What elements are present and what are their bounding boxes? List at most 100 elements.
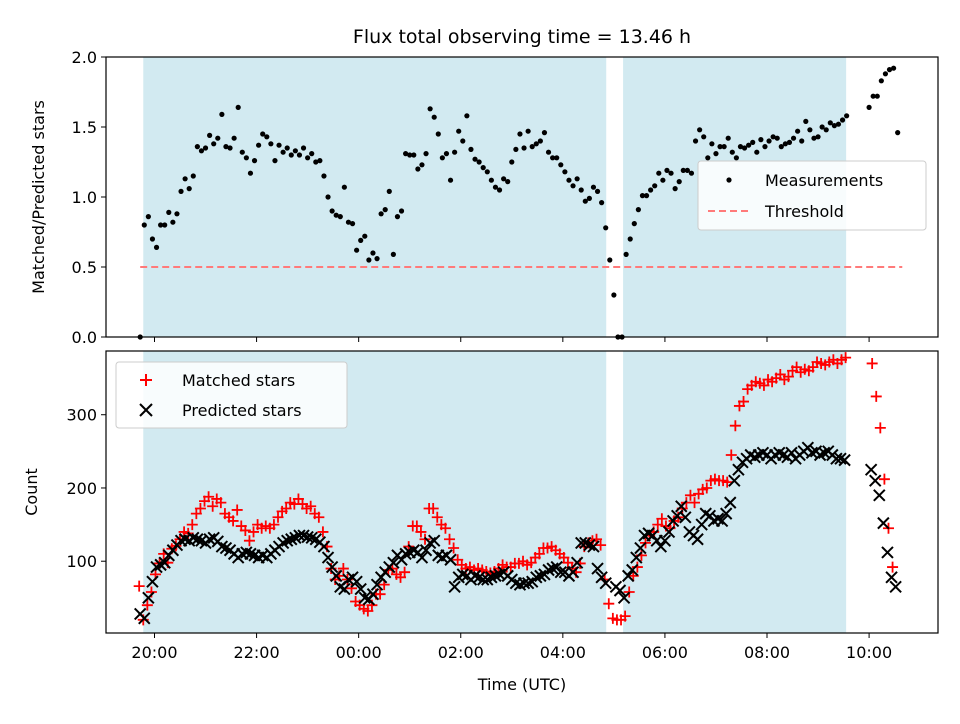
measurement-point [260, 131, 266, 137]
measurement-point [603, 225, 609, 231]
measurement-point [570, 183, 576, 189]
matched-star-point [701, 482, 713, 494]
measurement-point [280, 149, 286, 155]
measurement-point [643, 193, 650, 199]
predicted-star-point [485, 571, 498, 584]
measurement-point [758, 137, 764, 143]
measurement-point [411, 152, 417, 158]
measurement-point [509, 159, 515, 165]
measurement-point [158, 222, 164, 228]
measurement-point [590, 184, 597, 190]
legend-matched-label: Matched stars [182, 371, 295, 390]
measurement-point [517, 131, 523, 137]
legend-predicted-label: Predicted stars [182, 401, 302, 420]
matched-star-point [207, 500, 219, 512]
measurement-point [386, 188, 392, 194]
measurement-point [537, 138, 543, 144]
predicted-star-point [634, 541, 647, 555]
predicted-star-point [542, 563, 555, 577]
predicted-star-point [317, 540, 331, 553]
matched-star-point [656, 513, 668, 525]
predicted-star-point [834, 452, 847, 465]
measurement-point [415, 166, 421, 172]
measurement-point [419, 162, 425, 168]
measurement-point [488, 177, 494, 183]
measurement-point [276, 142, 282, 148]
measurement-point [750, 139, 756, 145]
x-axis-label: Time (UTC) [477, 675, 566, 694]
predicted-star-point [521, 576, 535, 590]
matched-star-point [870, 390, 882, 402]
predicted-star-point [456, 568, 469, 581]
predicted-star-point [662, 525, 676, 539]
predicted-star-point [468, 569, 482, 583]
measurement-point [554, 155, 560, 161]
measurement-point [501, 176, 507, 182]
matched-star-point [533, 548, 545, 560]
measurement-point [684, 167, 690, 173]
measurement-point [476, 159, 482, 165]
matched-star-point [305, 500, 317, 512]
measurement-point [198, 148, 205, 154]
measurement-point [635, 207, 641, 213]
measurement-point [239, 149, 245, 155]
matched-star-point [415, 526, 427, 538]
measurement-point [337, 214, 343, 220]
x-tick-label: 22:00 [234, 643, 280, 662]
measurement-point [886, 67, 893, 73]
measurement-point [799, 138, 805, 144]
measurement-point [870, 93, 876, 99]
predicted-star-point [142, 591, 155, 605]
measurement-point [354, 247, 360, 253]
matched-star-point [141, 599, 153, 611]
measurement-point [166, 209, 172, 215]
matched-star-point [866, 357, 878, 369]
measurement-point [680, 167, 686, 173]
predicted-star-point [881, 546, 894, 559]
matched-star-point [268, 519, 280, 531]
measurement-point [774, 135, 780, 141]
measurement-point [423, 151, 429, 157]
measurement-point [484, 169, 490, 175]
measurement-point [566, 177, 572, 183]
measurement-point [325, 194, 331, 200]
predicted-star-point [591, 562, 604, 575]
measurement-point [692, 138, 699, 144]
matched-star-point [729, 420, 741, 432]
predicted-star-point [354, 582, 367, 596]
measurement-point [558, 162, 564, 168]
matched-star-point [419, 533, 431, 545]
predicted-star-point [838, 453, 851, 467]
measurement-point [762, 144, 768, 150]
predicted-star-point [630, 551, 643, 564]
measurement-point [407, 152, 413, 158]
predicted-star-point [280, 534, 294, 547]
matched-stars-points [133, 352, 899, 626]
measurement-point [309, 151, 315, 157]
measurement-point [607, 257, 613, 263]
x-tick-label: 20:00 [131, 643, 177, 662]
predicted-star-point [869, 474, 882, 487]
measurement-point [403, 151, 409, 157]
measurement-point [895, 130, 901, 136]
predicted-star-point [146, 575, 159, 588]
measurement-point [382, 207, 388, 213]
measurement-point [656, 170, 662, 176]
predicted-star-point [240, 546, 253, 559]
measurement-point [202, 145, 209, 151]
measurement-point [349, 221, 356, 227]
predicted-star-point [613, 584, 627, 597]
measurement-point [790, 135, 797, 141]
measurement-point [186, 186, 192, 192]
matched-star-point [840, 352, 852, 364]
bottom-panel: 100 200 300 20:00 22:00 00:00 02:00 04:00 06:00… [22, 350, 939, 694]
measurement-point [178, 188, 184, 194]
measurement-point [770, 134, 776, 140]
matched-star-point [887, 561, 899, 573]
matched-star-point [399, 566, 411, 578]
measurement-point [815, 134, 821, 140]
predicted-star-point [350, 575, 363, 588]
bottom-legend: Matched stars Predicted stars [115, 361, 348, 429]
measurement-point [660, 177, 666, 183]
